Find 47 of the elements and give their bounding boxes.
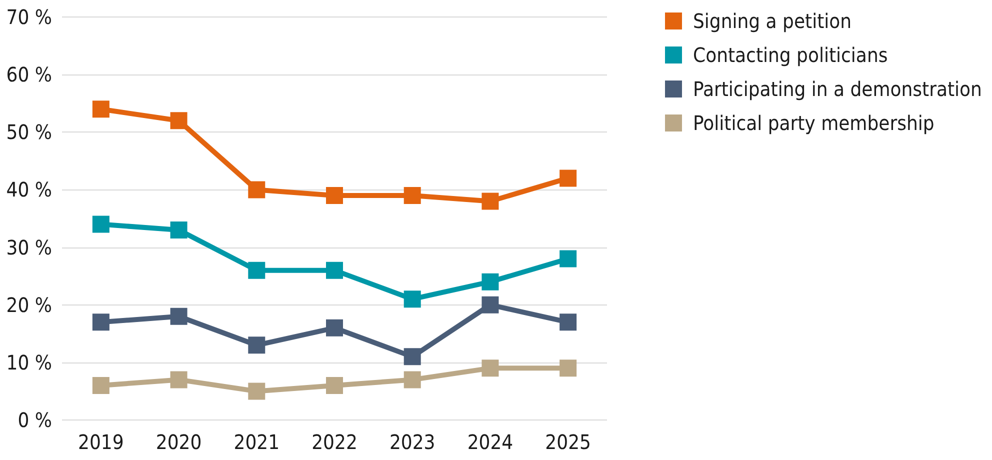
x-tick-label: 2022	[312, 430, 358, 454]
y-tick-label: 50 %	[6, 120, 52, 144]
y-tick-label: 70 %	[6, 5, 52, 29]
point	[482, 360, 499, 377]
point	[560, 250, 577, 268]
point	[326, 376, 343, 394]
y-tick-label: 60 %	[6, 62, 52, 87]
point	[170, 112, 188, 130]
point	[248, 181, 266, 198]
point	[248, 336, 266, 354]
x-tick-label: 2019	[78, 430, 124, 454]
legend-label: Contacting politicians	[693, 43, 888, 67]
point	[92, 100, 110, 118]
point	[248, 382, 266, 400]
point	[326, 262, 343, 279]
y-tick-label: 30 %	[6, 235, 52, 260]
point	[404, 186, 421, 204]
point	[92, 376, 110, 394]
point	[404, 290, 421, 308]
point	[482, 273, 499, 290]
x-tick-label: 2021	[234, 430, 280, 454]
y-tick-label: 10 %	[6, 350, 52, 374]
legend-label: Signing a petition	[693, 9, 852, 33]
point	[326, 319, 343, 336]
point	[404, 348, 421, 366]
x-tick-label: 2025	[545, 430, 591, 454]
legend-label: Participating in a demonstration	[693, 77, 982, 101]
point	[170, 308, 188, 325]
point	[326, 186, 343, 204]
point	[482, 192, 499, 210]
legend-label: Political party membership	[693, 111, 934, 135]
point	[560, 314, 577, 331]
point	[560, 360, 577, 377]
point	[92, 216, 110, 233]
y-tick-label: 0 %	[18, 408, 52, 432]
point	[560, 170, 577, 187]
x-tick-label: 2020	[156, 430, 202, 454]
y-tick-label: 20 %	[6, 292, 52, 317]
x-tick-label: 2024	[467, 430, 514, 454]
y-tick-label: 40 %	[6, 178, 52, 202]
point	[170, 222, 188, 239]
point	[248, 262, 266, 279]
x-tick-label: 2023	[389, 430, 436, 454]
point	[92, 314, 110, 331]
point	[170, 371, 188, 388]
point	[404, 371, 421, 388]
point	[482, 296, 499, 314]
